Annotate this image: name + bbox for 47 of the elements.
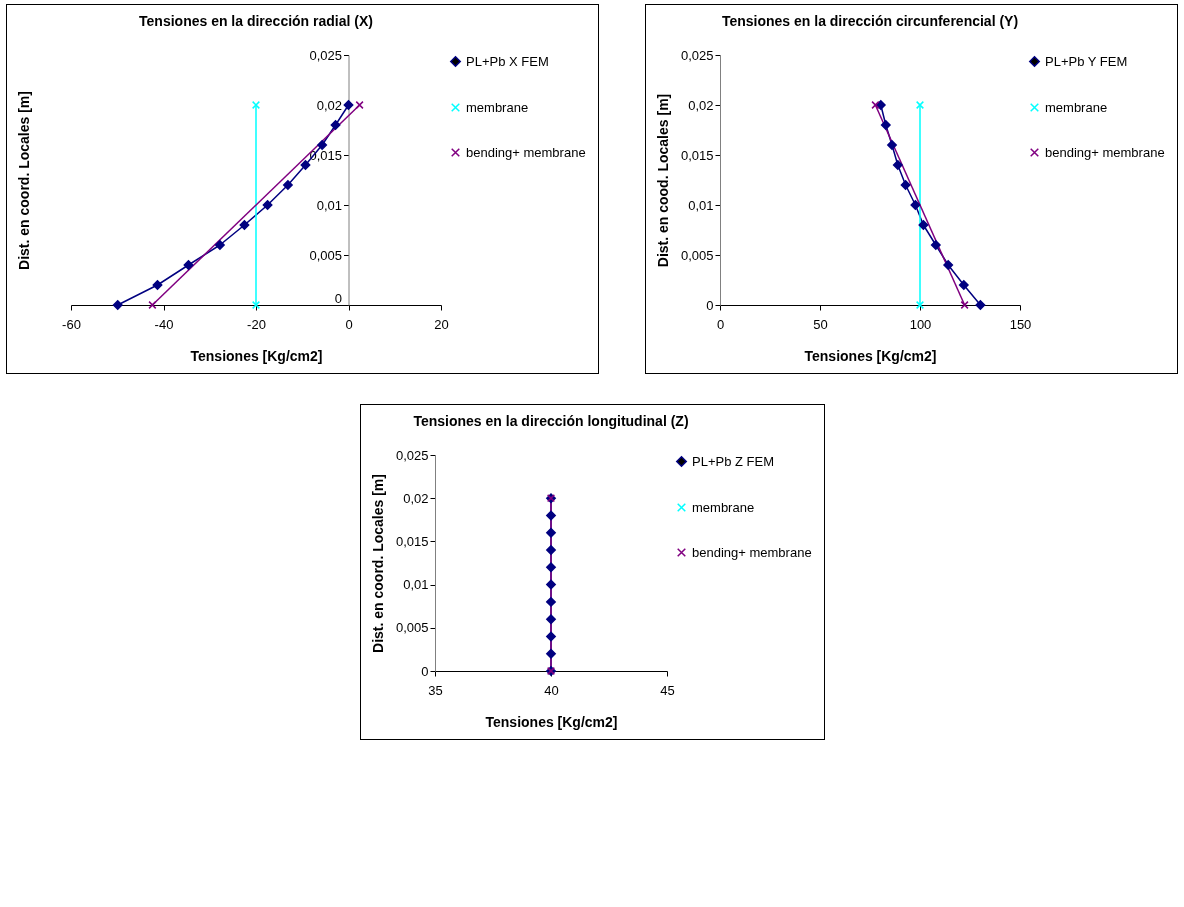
chart-title: Tensiones en la dirección circunferencial (Y) bbox=[721, 13, 1019, 29]
legend-label: bending+ membrane bbox=[1045, 144, 1165, 160]
x-tick-label: -60 bbox=[62, 316, 81, 332]
y-tick-label: 0,025 bbox=[680, 47, 714, 63]
y-tick-label: 0,005 bbox=[309, 247, 342, 263]
y-tick-label: 0 bbox=[420, 663, 428, 679]
x-tick-label: 100 bbox=[909, 316, 932, 332]
x-tick-label: 20 bbox=[434, 316, 449, 332]
x-tick-label: -40 bbox=[154, 316, 174, 332]
x-tick-label: -20 bbox=[247, 316, 266, 332]
y-tick-label: 0,025 bbox=[309, 47, 342, 63]
x-tick-label: 0 bbox=[716, 316, 725, 332]
y-tick-label: 0 bbox=[334, 290, 342, 306]
legend-label: PL+Pb Z FEM bbox=[691, 453, 774, 469]
y-axis-title: Dist. en cood. Locales [m] bbox=[654, 93, 671, 268]
x-axis-title: Tensiones [Kg/cm2] bbox=[190, 347, 323, 364]
x-tick-label: 35 bbox=[427, 682, 443, 698]
x-tick-label: 50 bbox=[813, 316, 828, 332]
y-tick-label: 0,02 bbox=[402, 490, 428, 506]
y-tick-label: 0,01 bbox=[688, 197, 714, 213]
y-tick-label: 0,015 bbox=[680, 147, 714, 163]
chart-title: Tensiones en la dirección longitudinal (Z) bbox=[412, 413, 689, 429]
y-tick-label: 0,02 bbox=[316, 97, 342, 113]
y-tick-label: 0,025 bbox=[395, 447, 428, 463]
legend-label: bending+ membrane bbox=[466, 144, 586, 160]
legend-label: bending+ membrane bbox=[691, 544, 812, 560]
y-tick-label: 0,005 bbox=[395, 620, 428, 636]
y-tick-label: 0,02 bbox=[688, 97, 714, 113]
y-tick-label: 0,01 bbox=[402, 577, 428, 593]
x-axis-title: Tensiones [Kg/cm2] bbox=[804, 347, 937, 364]
x-tick-label: 40 bbox=[543, 682, 559, 698]
y-tick-label: 0,015 bbox=[395, 533, 428, 549]
chart-title: Tensiones en la dirección radial (X) bbox=[139, 13, 373, 29]
y-tick-label: 0,005 bbox=[680, 247, 714, 263]
legend-label: membrane bbox=[691, 499, 754, 515]
x-tick-label: 150 bbox=[1009, 316, 1032, 332]
legend-label: membrane bbox=[1045, 99, 1108, 115]
x-tick-label: 45 bbox=[659, 682, 675, 698]
legend-label: membrane bbox=[466, 99, 529, 115]
y-tick-label: 0 bbox=[706, 297, 714, 313]
x-axis-title: Tensiones [Kg/cm2] bbox=[485, 713, 617, 730]
y-axis-title: Dist. en coord. Locales [m] bbox=[369, 474, 386, 653]
y-tick-label: 0,01 bbox=[316, 197, 342, 213]
y-axis-title: Dist. en coord. Locales [m] bbox=[15, 91, 32, 270]
legend-label: PL+Pb Y FEM bbox=[1045, 53, 1128, 69]
legend-label: PL+Pb X FEM bbox=[466, 53, 549, 69]
x-tick-label: 0 bbox=[345, 316, 353, 332]
